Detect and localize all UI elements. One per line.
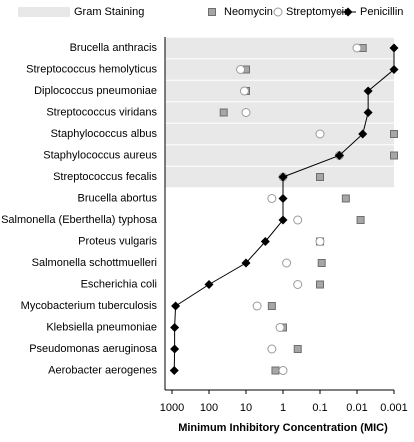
neomycin-marker bbox=[317, 259, 326, 267]
category-label: Streptococcus hemolyticus bbox=[26, 63, 157, 75]
penicillin-marker bbox=[170, 323, 180, 332]
neomycin-marker bbox=[316, 280, 324, 289]
x-tick-label: 1000 bbox=[160, 402, 184, 414]
penicillin-line bbox=[173, 48, 395, 371]
x-tick-label: 100 bbox=[200, 402, 218, 414]
category-label: Streptococcus fecalis bbox=[53, 171, 157, 183]
category-label: Streptococcus viridans bbox=[46, 106, 157, 118]
legend-label: Gram Staining bbox=[74, 6, 144, 18]
legend-marker bbox=[343, 7, 353, 17]
category-label: Mycobacterium tuberculosis bbox=[21, 300, 158, 312]
streptomycin-marker bbox=[267, 194, 277, 203]
category-label: Brucella abortus bbox=[78, 192, 158, 204]
neomycin-marker bbox=[356, 216, 365, 224]
penicillin-marker bbox=[171, 301, 181, 311]
category-label: Diplococcus pneumoniae bbox=[34, 85, 157, 97]
penicillin-marker bbox=[334, 151, 344, 160]
streptomycin-marker bbox=[293, 280, 303, 289]
gram-band bbox=[165, 80, 394, 102]
penicillin-marker bbox=[363, 108, 373, 117]
x-tick-label: 1 bbox=[280, 402, 286, 414]
penicillin-marker bbox=[204, 280, 214, 289]
neomycin-marker bbox=[219, 108, 228, 117]
penicillin-marker bbox=[278, 215, 288, 225]
category-label: Salmonella schottmuelleri bbox=[32, 257, 157, 269]
penicillin-marker bbox=[389, 65, 399, 74]
streptomycin-marker bbox=[315, 237, 325, 246]
legend-label: Neomycin bbox=[224, 6, 273, 18]
x-axis-label: Minimum Inhibitory Concentration (MIC) bbox=[178, 422, 388, 434]
neomycin-marker bbox=[390, 151, 398, 160]
streptomycin-marker bbox=[241, 108, 251, 117]
gram-band bbox=[165, 59, 394, 80]
streptomycin-marker bbox=[252, 301, 262, 311]
streptomycin-marker bbox=[278, 366, 288, 375]
penicillin-marker bbox=[169, 366, 179, 375]
streptomycin-marker bbox=[267, 344, 277, 354]
legend-marker bbox=[273, 7, 283, 17]
legend-label: Streptomycin bbox=[286, 6, 350, 18]
legend-swatch bbox=[18, 7, 70, 17]
category-label: Klebsiella pneumoniae bbox=[46, 321, 157, 333]
category-label: Brucella anthracis bbox=[70, 42, 158, 54]
x-tick-label: 0.1 bbox=[312, 402, 327, 414]
category-label: Escherichia coli bbox=[81, 278, 157, 290]
category-label: Salmonella (Eberthella) typhosa bbox=[1, 214, 158, 226]
neomycin-marker bbox=[390, 130, 398, 138]
gram-band bbox=[165, 102, 394, 123]
streptomycin-marker bbox=[236, 65, 246, 74]
penicillin-marker bbox=[260, 237, 270, 246]
penicillin-marker bbox=[278, 172, 288, 182]
category-label: Staphylococcus albus bbox=[51, 128, 158, 140]
streptomycin-marker bbox=[282, 258, 292, 268]
streptomycin-marker bbox=[275, 323, 285, 332]
neomycin-marker bbox=[271, 366, 280, 375]
neomycin-marker bbox=[316, 173, 324, 181]
category-label: Staphylococcus aureus bbox=[43, 149, 157, 161]
neomycin-marker bbox=[267, 302, 276, 310]
gram-band bbox=[165, 145, 394, 166]
streptomycin-marker bbox=[293, 215, 303, 225]
category-label: Proteus vulgaris bbox=[78, 235, 157, 247]
neomycin-marker bbox=[293, 345, 302, 353]
streptomycin-marker bbox=[239, 86, 249, 96]
x-tick-label: 10 bbox=[240, 402, 252, 414]
gram-band bbox=[165, 37, 394, 59]
penicillin-marker bbox=[170, 344, 180, 354]
category-label: Aerobacter aerogenes bbox=[48, 364, 157, 376]
penicillin-marker bbox=[363, 86, 373, 96]
penicillin-marker bbox=[358, 129, 368, 139]
neomycin-marker bbox=[341, 194, 350, 203]
legend-marker bbox=[208, 8, 216, 16]
legend-label: Penicillin bbox=[360, 6, 403, 18]
streptomycin-marker bbox=[315, 129, 325, 139]
penicillin-marker bbox=[241, 258, 251, 268]
penicillin-marker bbox=[278, 194, 288, 203]
category-label: Pseudomonas aeruginosa bbox=[29, 343, 158, 355]
x-tick-label: 0.01 bbox=[346, 402, 367, 414]
penicillin-marker bbox=[389, 43, 399, 53]
gram-band bbox=[165, 123, 394, 145]
streptomycin-marker bbox=[352, 43, 362, 53]
x-tick-label: 0.001 bbox=[380, 402, 408, 414]
